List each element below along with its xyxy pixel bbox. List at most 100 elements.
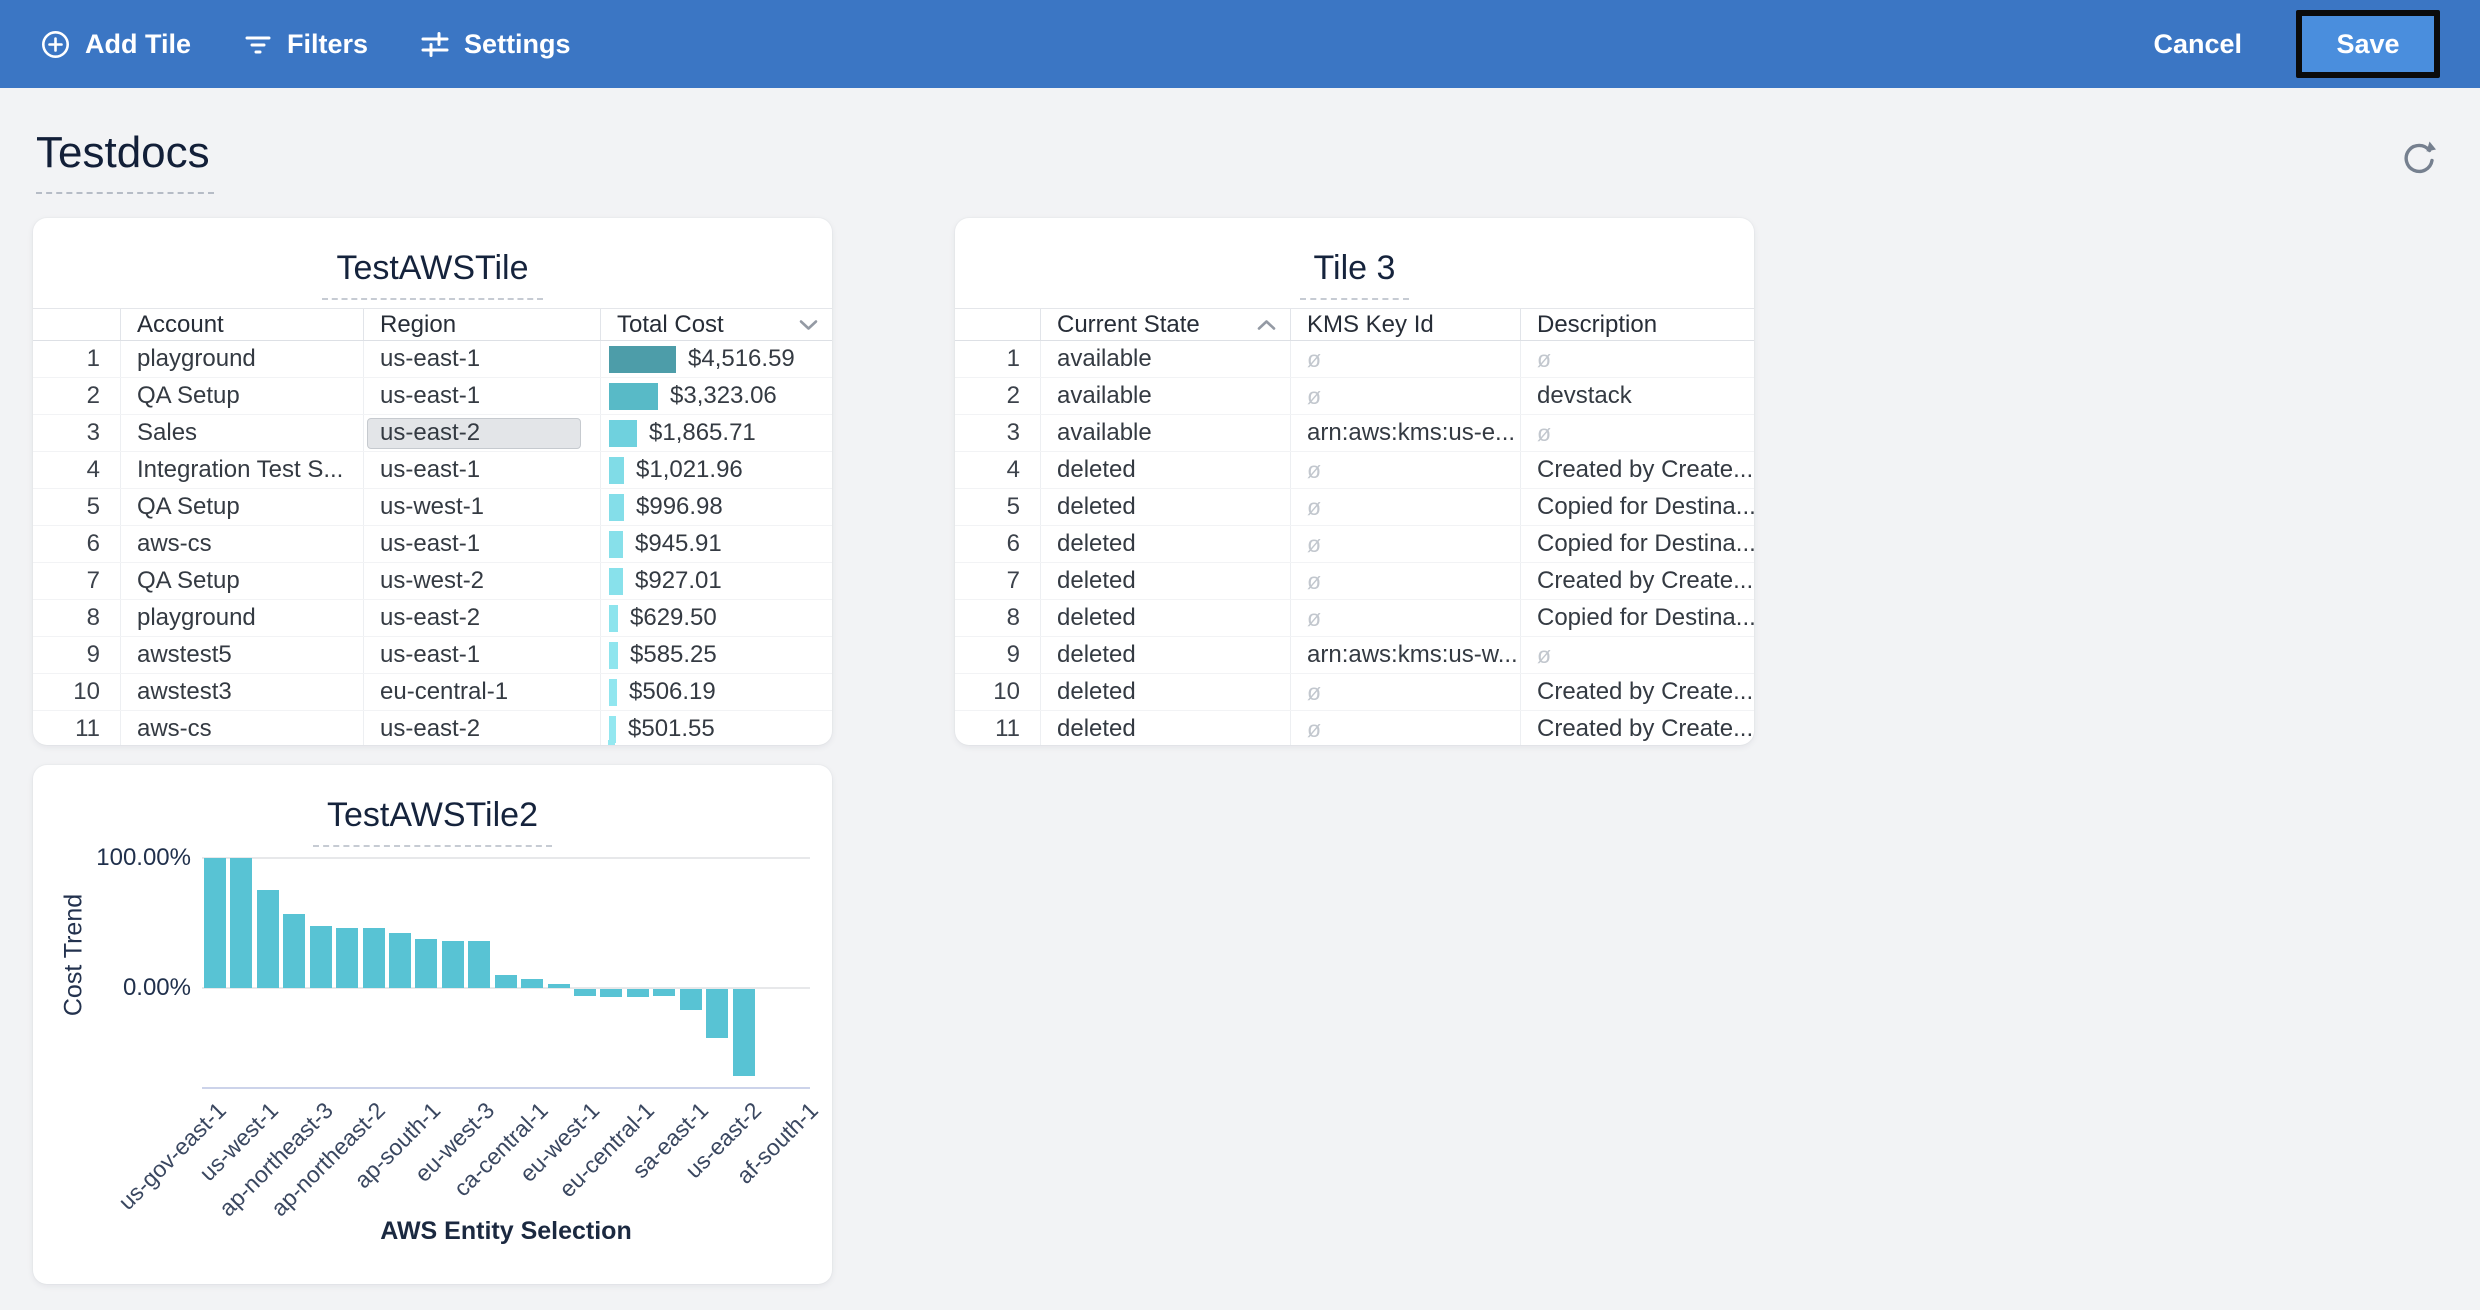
cell-region[interactable]: us-west-2 (363, 563, 600, 599)
chart-bar[interactable] (389, 933, 411, 988)
cell-current-state[interactable]: available (1040, 415, 1290, 451)
chart-bar[interactable] (495, 975, 517, 988)
cell-account[interactable]: QA Setup (120, 563, 363, 599)
cell-description[interactable]: ø (1520, 415, 1754, 451)
cell-description[interactable]: Created by Create... (1520, 711, 1754, 745)
chart-bar[interactable] (627, 989, 649, 997)
cell-account[interactable]: QA Setup (120, 489, 363, 525)
cell-current-state[interactable]: deleted (1040, 711, 1290, 745)
settings-button[interactable]: Settings (420, 29, 571, 60)
cell-region[interactable]: us-east-1 (363, 526, 600, 562)
cell-kms-key-id[interactable]: ø (1290, 526, 1520, 562)
selected-cell-highlight[interactable]: us-east-2 (367, 417, 581, 449)
tile-title[interactable]: Tile 3 (1299, 249, 1410, 300)
cell-kms-key-id[interactable]: ø (1290, 674, 1520, 710)
cell-region[interactable]: us-east-2 (363, 711, 600, 745)
cell-total-cost[interactable]: $1,021.96 (600, 452, 832, 488)
chart-bar[interactable] (521, 979, 543, 988)
cell-total-cost[interactable]: $506.19 (600, 674, 832, 710)
cell-kms-key-id[interactable]: ø (1290, 341, 1520, 377)
add-tile-button[interactable]: Add Tile (40, 29, 191, 60)
cell-region[interactable]: us-east-2 (363, 600, 600, 636)
cell-kms-key-id[interactable]: arn:aws:kms:us-w... (1290, 637, 1520, 673)
cell-account[interactable]: aws-cs (120, 711, 363, 745)
cell-current-state[interactable]: deleted (1040, 674, 1290, 710)
cell-description[interactable]: Copied for Destina... (1520, 600, 1754, 636)
chart-bar[interactable] (310, 926, 332, 988)
cell-kms-key-id[interactable]: ø (1290, 378, 1520, 414)
cell-region[interactable]: us-east-2 (363, 415, 600, 451)
cell-description[interactable]: ø (1520, 637, 1754, 673)
cell-total-cost[interactable]: $3,323.06 (600, 378, 832, 414)
cell-total-cost[interactable]: $945.91 (600, 526, 832, 562)
cell-total-cost[interactable]: $927.01 (600, 563, 832, 599)
chart-bar[interactable] (204, 858, 226, 988)
cell-account[interactable]: awstest3 (120, 674, 363, 710)
column-header-kms-key-id[interactable]: KMS Key Id (1290, 309, 1520, 340)
tile-title[interactable]: TestAWSTile (322, 249, 543, 300)
cell-region[interactable]: us-east-1 (363, 378, 600, 414)
chart-bar[interactable] (415, 939, 437, 988)
cell-description[interactable]: Created by Create... (1520, 452, 1754, 488)
cell-description[interactable]: Copied for Destina... (1520, 489, 1754, 525)
cell-region[interactable]: us-east-1 (363, 341, 600, 377)
cell-current-state[interactable]: deleted (1040, 563, 1290, 599)
chart-bar[interactable] (574, 989, 596, 996)
column-header-region[interactable]: Region (363, 309, 600, 340)
cell-kms-key-id[interactable]: ø (1290, 452, 1520, 488)
cell-region[interactable]: us-west-1 (363, 489, 600, 525)
column-header-description[interactable]: Description (1520, 309, 1754, 340)
chart-bar[interactable] (363, 928, 385, 988)
cell-kms-key-id[interactable]: arn:aws:kms:us-e... (1290, 415, 1520, 451)
cell-total-cost[interactable]: $585.25 (600, 637, 832, 673)
cell-description[interactable]: devstack (1520, 378, 1754, 414)
refresh-icon[interactable] (2400, 138, 2438, 176)
cell-account[interactable]: Sales (120, 415, 363, 451)
column-header-total-cost[interactable]: Total Cost (600, 309, 832, 340)
chart-bar[interactable] (680, 989, 702, 1010)
cell-total-cost[interactable]: $4,516.59 (600, 341, 832, 377)
cell-kms-key-id[interactable]: ø (1290, 489, 1520, 525)
cell-total-cost[interactable]: $501.55 (600, 711, 832, 745)
cell-current-state[interactable]: deleted (1040, 526, 1290, 562)
cell-total-cost[interactable]: $996.98 (600, 489, 832, 525)
cell-kms-key-id[interactable]: ø (1290, 563, 1520, 599)
cell-description[interactable]: Created by Create... (1520, 674, 1754, 710)
cell-account[interactable]: aws-cs (120, 526, 363, 562)
save-button[interactable]: Save (2302, 16, 2434, 72)
column-header-current-state[interactable]: Current State (1040, 309, 1290, 340)
cell-account[interactable]: Integration Test S... (120, 452, 363, 488)
cell-total-cost[interactable]: $1,865.71 (600, 415, 832, 451)
chart-bar[interactable] (230, 858, 252, 988)
cell-account[interactable]: playground (120, 341, 363, 377)
chart-bar[interactable] (733, 989, 755, 1076)
cell-region[interactable]: eu-central-1 (363, 674, 600, 710)
chart-bar[interactable] (706, 989, 728, 1038)
chart-bar[interactable] (442, 941, 464, 988)
cell-current-state[interactable]: deleted (1040, 489, 1290, 525)
filters-button[interactable]: Filters (243, 29, 368, 60)
cell-current-state[interactable]: deleted (1040, 637, 1290, 673)
cell-description[interactable]: Created by Create... (1520, 563, 1754, 599)
cell-current-state[interactable]: deleted (1040, 600, 1290, 636)
chart-bar[interactable] (548, 984, 570, 988)
page-title[interactable]: Testdocs (36, 128, 214, 194)
cell-current-state[interactable]: available (1040, 378, 1290, 414)
cell-description[interactable]: Copied for Destina... (1520, 526, 1754, 562)
cell-kms-key-id[interactable]: ø (1290, 711, 1520, 745)
cell-current-state[interactable]: available (1040, 341, 1290, 377)
tile-title[interactable]: TestAWSTile2 (313, 796, 552, 847)
chart-bar[interactable] (468, 941, 490, 988)
chart-bar[interactable] (283, 914, 305, 988)
cancel-button[interactable]: Cancel (2153, 28, 2242, 59)
column-header-account[interactable]: Account (120, 309, 363, 340)
cell-account[interactable]: QA Setup (120, 378, 363, 414)
cell-kms-key-id[interactable]: ø (1290, 600, 1520, 636)
chart-bar[interactable] (600, 989, 622, 997)
cell-description[interactable]: ø (1520, 341, 1754, 377)
cell-total-cost[interactable]: $629.50 (600, 600, 832, 636)
cell-account[interactable]: awstest5 (120, 637, 363, 673)
cell-account[interactable]: playground (120, 600, 363, 636)
chart-bar[interactable] (653, 989, 675, 996)
chart-bar[interactable] (257, 890, 279, 988)
